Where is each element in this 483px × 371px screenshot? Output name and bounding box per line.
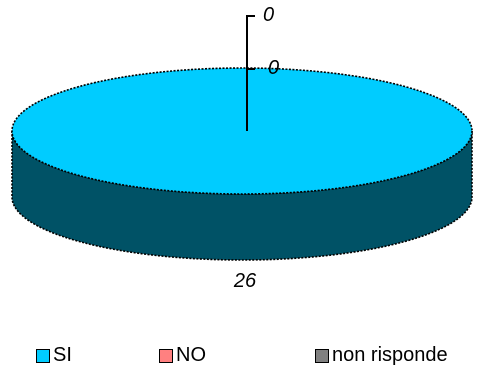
- data-label-no: 0: [268, 57, 279, 79]
- data-label-si: 26: [233, 270, 257, 292]
- legend-swatch-non-risponde: [315, 348, 329, 363]
- pie-chart: 26 0 0: [11, 4, 473, 292]
- legend-label-si: SI: [53, 344, 72, 366]
- legend-item-si: SI: [36, 344, 72, 367]
- legend-swatch-si: [36, 348, 50, 363]
- data-label-non-risponde: 0: [263, 4, 274, 26]
- legend-swatch-no: [159, 348, 173, 363]
- leader-lines: [246, 15, 255, 131]
- legend-label-no: NO: [176, 344, 206, 366]
- legend-item-no: NO: [159, 344, 206, 367]
- legend-label-non-risponde: non risponde: [332, 344, 448, 366]
- legend: SI NO non risponde: [0, 344, 483, 370]
- legend-item-non-risponde: non risponde: [315, 344, 448, 367]
- pie-slice-si: [11, 67, 473, 195]
